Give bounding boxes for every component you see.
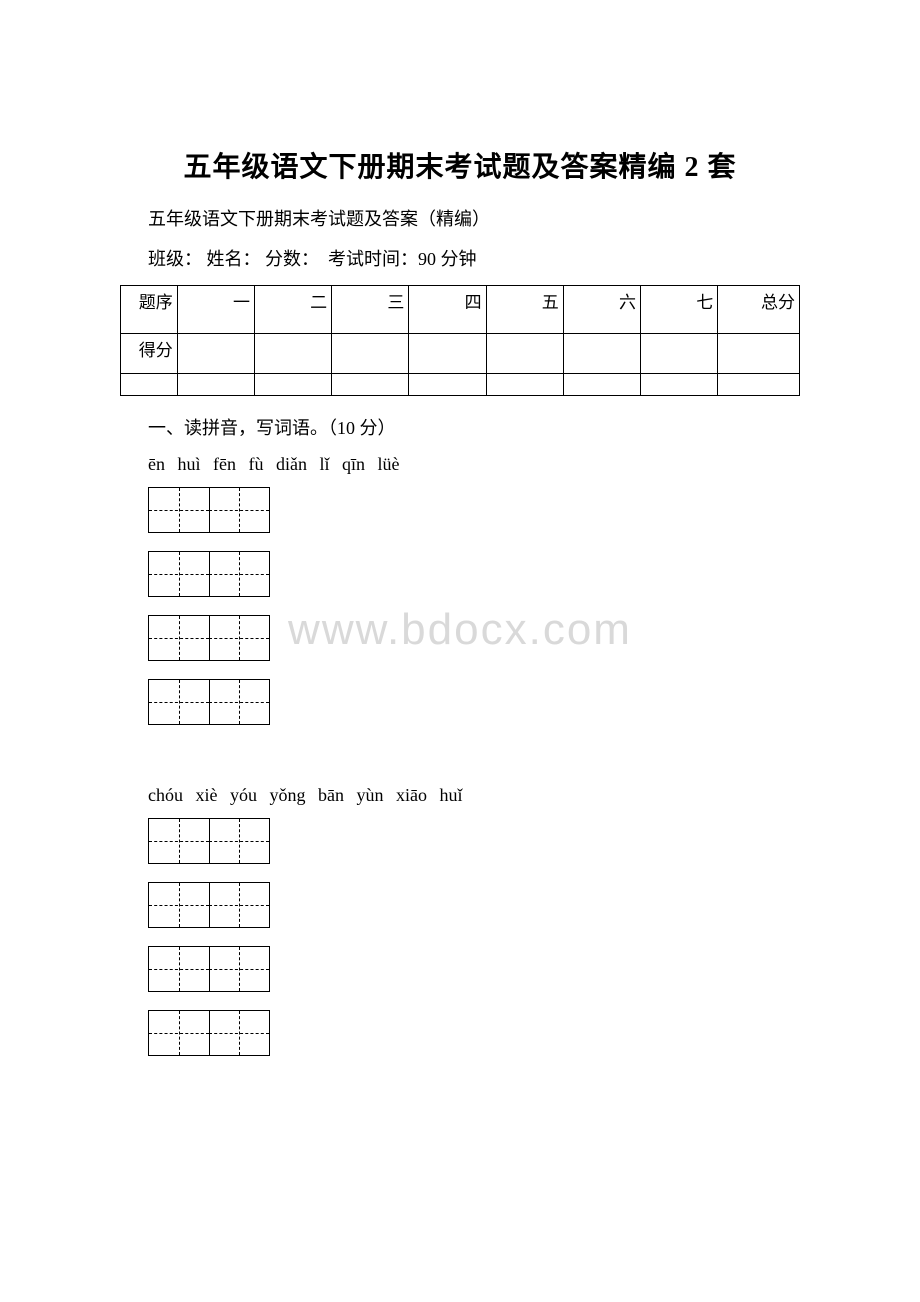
cell: 一 xyxy=(177,286,254,334)
section-heading: 一、读拼音，写词语。（10 分） xyxy=(148,414,800,440)
cell: 七 xyxy=(640,286,717,334)
subtitle: 五年级语文下册期末考试题及答案（精编） xyxy=(148,205,800,231)
cell: 五 xyxy=(486,286,563,334)
cell xyxy=(332,374,409,396)
tianzige-box xyxy=(148,615,270,661)
tianzige-cell xyxy=(209,552,269,596)
cell xyxy=(563,374,640,396)
cell-label: 得分 xyxy=(121,334,178,374)
cell xyxy=(718,334,800,374)
tianzige-box xyxy=(148,946,270,992)
tianzige-box xyxy=(148,487,270,533)
tianzige-box xyxy=(148,679,270,725)
table-row-empty xyxy=(121,374,800,396)
tianzige-group-1 xyxy=(148,487,800,725)
tianzige-cell xyxy=(149,680,209,724)
pinyin-row-2: chóu xiè yóu yǒng bān yùn xiāo huǐ xyxy=(148,785,800,806)
cell xyxy=(177,334,254,374)
tianzige-cell xyxy=(149,488,209,532)
table-row-header: 题序 一 二 三 四 五 六 七 总分 xyxy=(121,286,800,334)
cell xyxy=(486,374,563,396)
tianzige-cell xyxy=(209,1011,269,1055)
cell: 总分 xyxy=(718,286,800,334)
cell xyxy=(409,374,486,396)
cell-label: 题序 xyxy=(121,286,178,334)
page-title: 五年级语文下册期末考试题及答案精编 2 套 xyxy=(120,145,800,185)
score-table: 题序 一 二 三 四 五 六 七 总分 得分 xyxy=(120,285,800,396)
tianzige-box xyxy=(148,818,270,864)
cell xyxy=(486,334,563,374)
cell xyxy=(409,334,486,374)
tianzige-cell xyxy=(149,1011,209,1055)
cell xyxy=(640,374,717,396)
cell xyxy=(254,374,331,396)
pinyin-row-1: ēn huì fēn fù diǎn lǐ qīn lüè xyxy=(148,454,800,475)
cell: 二 xyxy=(254,286,331,334)
cell xyxy=(563,334,640,374)
tianzige-box xyxy=(148,1010,270,1056)
tianzige-cell xyxy=(149,883,209,927)
cell: 三 xyxy=(332,286,409,334)
cell: 四 xyxy=(409,286,486,334)
tianzige-cell xyxy=(149,947,209,991)
table-row-score: 得分 xyxy=(121,334,800,374)
tianzige-cell xyxy=(209,947,269,991)
time-label: 考试时间：90 分钟 xyxy=(328,249,477,269)
tianzige-box xyxy=(148,882,270,928)
cell xyxy=(121,374,178,396)
name-label: 姓名： xyxy=(207,249,261,269)
cell xyxy=(332,334,409,374)
cell xyxy=(718,374,800,396)
tianzige-cell xyxy=(209,488,269,532)
cell xyxy=(254,334,331,374)
tianzige-cell xyxy=(209,680,269,724)
tianzige-cell xyxy=(209,616,269,660)
tianzige-group-2 xyxy=(148,818,800,1056)
tianzige-cell xyxy=(209,819,269,863)
tianzige-box xyxy=(148,551,270,597)
class-label: 班级： xyxy=(148,249,202,269)
cell xyxy=(177,374,254,396)
tianzige-cell xyxy=(149,616,209,660)
cell: 六 xyxy=(563,286,640,334)
tianzige-cell xyxy=(149,552,209,596)
tianzige-cell xyxy=(209,883,269,927)
cell xyxy=(640,334,717,374)
tianzige-cell xyxy=(149,819,209,863)
exam-info: 班级： 姓名： 分数： 考试时间：90 分钟 xyxy=(148,245,800,271)
score-label: 分数： xyxy=(265,249,319,269)
